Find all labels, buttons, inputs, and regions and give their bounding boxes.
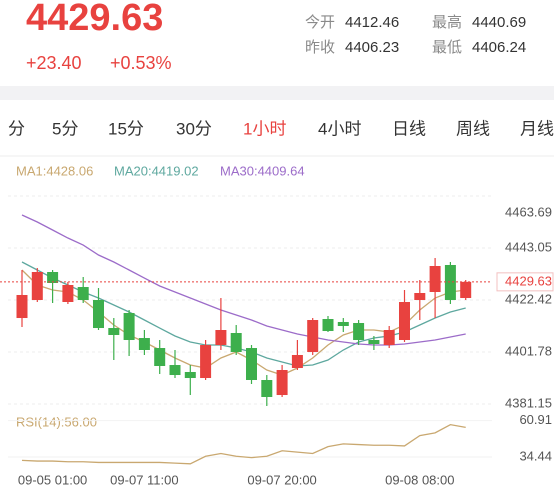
candle-body [16,294,28,319]
candle-body [368,340,380,345]
candle-body [291,354,303,369]
stat-value: 4412.46 [345,14,399,31]
candle-body [429,266,441,292]
rsi-legend: RSI(14):56.00 [16,414,97,429]
interval-tab[interactable]: 分 [8,119,25,138]
interval-tab[interactable]: 4小时 [318,119,361,138]
x-tick-label: 09-05 01:00 [18,472,87,487]
candle-body [47,271,59,284]
candle-body [108,328,120,335]
last-price: 4429.63 [26,0,163,39]
candle-body [123,313,135,341]
candle-body [215,330,227,346]
candle-body [230,333,242,352]
interval-tab[interactable]: 30分 [176,119,212,138]
candle-body [154,348,166,366]
interval-tab[interactable]: 15分 [108,119,144,138]
interval-tab[interactable]: 周线 [456,119,490,138]
stat-label: 今开 [305,14,335,31]
candle-body [138,338,150,351]
interval-tab[interactable]: 月线 [520,119,554,138]
candle-body [383,330,395,346]
section-gap [0,86,554,100]
candle-body [246,348,257,381]
stat-label: 最低 [432,39,462,56]
stat-label: 昨收 [305,39,335,56]
stat-value: 4440.69 [472,14,526,31]
candle-body [399,301,410,341]
y-tick-label: 4422.42 [505,291,552,306]
candle-body [322,318,334,332]
price-change-pct: +0.53% [110,53,172,73]
candle-body [353,323,365,341]
x-tick-label: 09-07 11:00 [110,472,178,487]
candle-body [62,284,74,302]
candle-body [444,264,456,301]
candle-body [169,365,181,376]
candle-body [337,321,349,326]
candle-body [414,293,426,301]
candle-body [31,271,43,301]
ma-legend: MA20:4419.02 [114,163,199,178]
rsi-tick-label: 60.91 [519,412,552,427]
last-price-box [496,272,554,292]
rsi-tick-label: 34.44 [519,448,552,463]
stat-value: 4406.24 [472,39,526,56]
candle-body [93,300,104,329]
price-change: +23.40 [26,53,82,73]
candle-body [261,380,273,398]
interval-tab[interactable]: 5分 [52,119,78,138]
interval-tab[interactable]: 1小时 [243,119,286,138]
y-tick-label: 4463.69 [505,204,552,219]
y-tick-label: 4381.15 [505,395,552,410]
candle-body [276,370,288,396]
y-tick-label: 4401.78 [505,343,552,358]
rsi-line [21,423,466,465]
candle-body [200,345,212,379]
x-tick-label: 09-07 20:00 [247,472,316,487]
y-tick-label: 4443.05 [505,239,552,254]
ma-legend: MA1:4428.06 [16,163,93,178]
stat-value: 4406.23 [345,39,399,56]
candle-body [307,320,319,352]
candle-body [77,287,89,301]
last-price-label: 4429.63 [505,273,552,288]
ma-legend: MA30:4409.64 [220,163,305,178]
interval-tab[interactable]: 日线 [392,119,426,138]
x-tick-label: 09-08 08:00 [385,472,454,487]
candle-body [184,371,196,379]
stat-label: 最高 [432,14,462,31]
candle-body [460,281,472,299]
